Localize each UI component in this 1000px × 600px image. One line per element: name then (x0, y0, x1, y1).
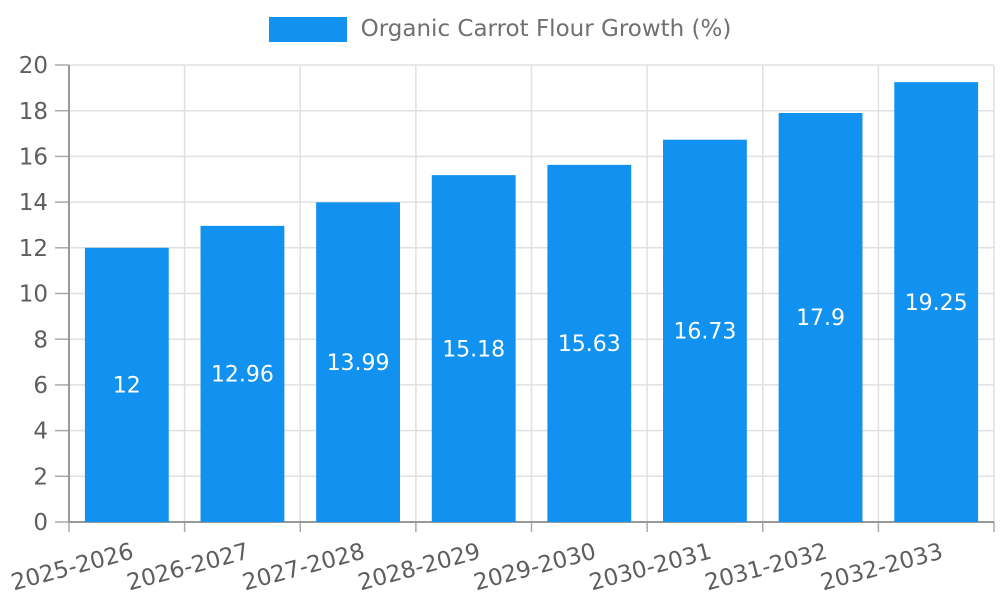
bar-value-label: 16.73 (673, 320, 736, 345)
y-axis-tick-label: 8 (33, 327, 48, 353)
x-axis-category-label: 2026-2027 (124, 539, 252, 597)
bar-value-label: 12.96 (211, 363, 274, 388)
bar-value-label: 19.25 (905, 291, 968, 316)
bar-2031-2032 (778, 112, 863, 523)
y-axis-tick-label: 4 (33, 419, 48, 445)
bar-2026-2027 (200, 225, 285, 522)
bar-2029-2030 (547, 164, 632, 523)
y-axis-tick-label: 18 (19, 99, 48, 125)
x-axis-category-label: 2028-2029 (355, 539, 483, 597)
x-axis-category-label: 2029-2030 (471, 539, 599, 597)
bar-2032-2033 (894, 82, 979, 522)
x-axis-category-label: 2025-2026 (9, 539, 137, 597)
x-axis-category-label: 2030-2031 (587, 539, 715, 597)
bar-2025-2026 (84, 247, 169, 523)
x-axis-category-label: 2031-2032 (702, 539, 830, 597)
y-axis-tick-label: 16 (19, 144, 48, 170)
x-axis-category-label: 2032-2033 (818, 539, 946, 597)
y-axis-tick-label: 10 (19, 282, 48, 308)
y-axis-tick-label: 12 (19, 236, 48, 262)
y-axis-tick-label: 2 (33, 464, 48, 490)
bar-value-label: 12 (113, 374, 141, 399)
bar-value-label: 17.9 (796, 306, 845, 331)
x-axis-category-label: 2027-2028 (240, 539, 368, 597)
bar-2028-2029 (431, 175, 516, 522)
y-axis-tick-label: 20 (19, 53, 48, 79)
bar-2030-2031 (663, 139, 747, 523)
bar-2027-2028 (316, 202, 400, 523)
y-axis-tick-label: 0 (33, 510, 48, 536)
bar-value-label: 15.18 (442, 337, 505, 362)
y-axis-tick-label: 14 (19, 190, 48, 216)
y-axis-tick-label: 6 (33, 373, 48, 399)
bar-value-label: 15.63 (558, 332, 621, 357)
bar-value-label: 13.99 (327, 351, 390, 376)
